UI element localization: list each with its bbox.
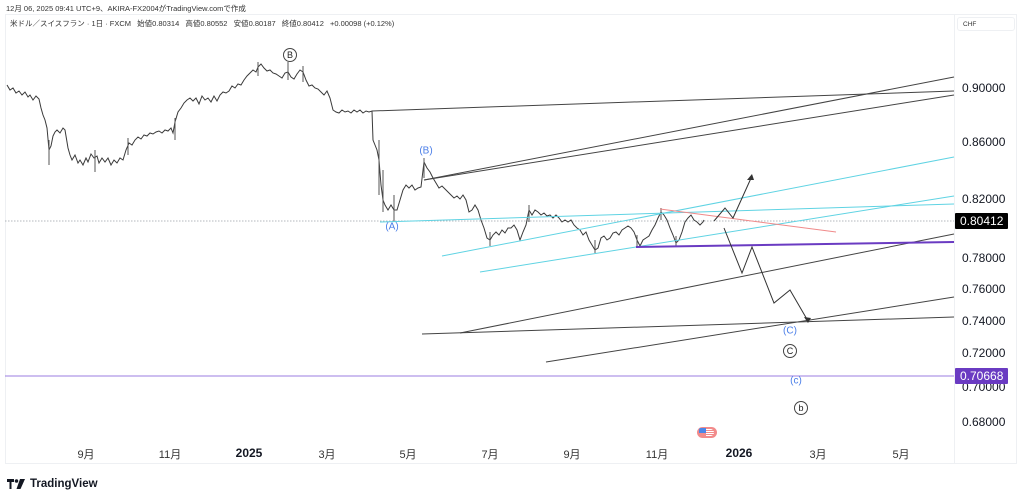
y-tick: 0.78000 xyxy=(962,251,1006,265)
wave-label-B-circled: B xyxy=(283,48,297,62)
x-tick-year: 2026 xyxy=(725,446,753,460)
symbol-title: 米ドル／スイスフラン · 1日 · FXCM xyxy=(10,19,132,28)
low-value: 0.80187 xyxy=(248,19,276,28)
tradingview-logo[interactable]: TradingView xyxy=(7,478,98,490)
symbol-legend: 米ドル／スイスフラン · 1日 · FXCM 始値0.80314 高値0.805… xyxy=(10,18,398,29)
open-label-text: 始値 xyxy=(137,19,153,28)
flag-stripes xyxy=(706,429,714,436)
price-bar-wicks xyxy=(48,62,677,253)
high-value: 0.80552 xyxy=(200,19,228,28)
black-trendlines[interactable] xyxy=(371,76,955,363)
x-tick-year: 2025 xyxy=(235,446,263,460)
chart-pane[interactable] xyxy=(5,14,1017,464)
x-tick: 9月 xyxy=(77,449,95,461)
open-value: 0.80314 xyxy=(152,19,180,28)
wave-label-c-minor: (c) xyxy=(790,375,802,387)
y-tick: 0.82000 xyxy=(962,192,1006,206)
x-tick: 9月 xyxy=(563,449,581,461)
bearish-scenario-path[interactable] xyxy=(723,227,809,322)
y-tick: 0.86000 xyxy=(962,135,1006,149)
close-label: 終値0.80412 xyxy=(282,19,324,28)
x-tick: 11月 xyxy=(645,449,669,461)
last-price-tag: 0.80412 xyxy=(955,213,1009,229)
x-tick: 5月 xyxy=(892,449,910,461)
x-tick: 5月 xyxy=(399,449,417,461)
tradingview-logo-icon xyxy=(7,479,25,489)
wave-label-A: (A) xyxy=(385,221,399,233)
close-label-text: 終値 xyxy=(281,19,297,28)
price-series xyxy=(6,63,705,251)
high-label-text: 高値 xyxy=(185,19,201,28)
close-value: 0.80412 xyxy=(296,19,324,28)
wave-label-B: (B) xyxy=(419,145,433,157)
red-trendline[interactable] xyxy=(659,208,837,233)
us-flag-event-icon[interactable] xyxy=(697,427,717,438)
currency-badge[interactable]: CHF xyxy=(957,17,1015,31)
open-label: 始値0.80314 xyxy=(137,19,179,28)
arrow-up-icon xyxy=(747,174,754,180)
low-label: 安値0.80187 xyxy=(234,19,276,28)
y-tick: 0.76000 xyxy=(962,282,1006,296)
x-tick: 11月 xyxy=(158,449,182,461)
wave-label-C: (C) xyxy=(783,325,797,337)
x-tick: 7月 xyxy=(481,449,499,461)
y-tick: 0.68000 xyxy=(962,415,1006,429)
horizontal-line-price-tag[interactable]: 0.70668 xyxy=(955,368,1009,384)
x-tick: 3月 xyxy=(809,449,827,461)
wave-label-b-circled: b xyxy=(794,401,808,415)
low-label-text: 安値 xyxy=(233,19,249,28)
high-label: 高値0.80552 xyxy=(185,19,227,28)
cyan-channel-lines[interactable] xyxy=(379,156,955,273)
y-tick: 0.90000 xyxy=(962,81,1006,95)
x-tick: 3月 xyxy=(318,449,336,461)
flag-canton xyxy=(699,428,706,433)
wave-label-C-circled: C xyxy=(783,344,797,358)
bullish-scenario-path[interactable] xyxy=(713,175,753,222)
y-tick: 0.72000 xyxy=(962,346,1006,360)
change-value: +0.00098 (+0.12%) xyxy=(330,19,395,28)
brand-name: TradingView xyxy=(30,478,98,490)
arrow-down-icon xyxy=(804,317,811,323)
price-axis-divider xyxy=(954,14,955,464)
y-tick: 0.74000 xyxy=(962,314,1006,328)
purple-support-line[interactable] xyxy=(635,241,955,248)
chart-caption: 12月 06, 2025 09:41 UTC+9、AKIRA-FX2004がTr… xyxy=(6,4,246,13)
